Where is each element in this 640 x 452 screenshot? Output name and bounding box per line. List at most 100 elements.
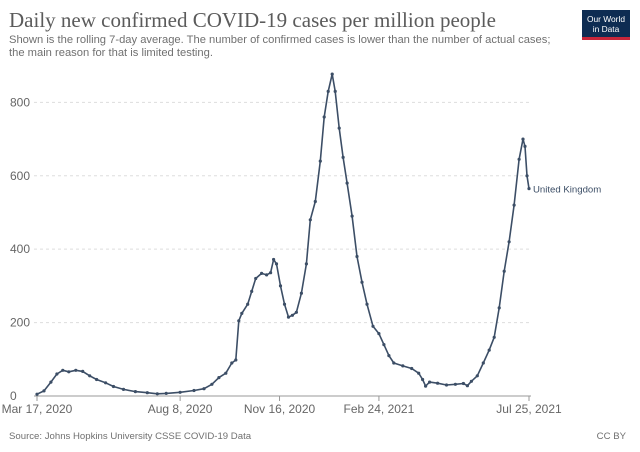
data-point[interactable] — [475, 374, 479, 378]
y-tick-labels: 0 200 400 600 800 — [10, 95, 30, 403]
data-point[interactable] — [377, 332, 381, 336]
data-point[interactable] — [299, 291, 303, 295]
data-point[interactable] — [240, 311, 244, 315]
data-point[interactable] — [121, 387, 126, 391]
data-point[interactable] — [512, 203, 516, 207]
data-point[interactable] — [436, 381, 440, 385]
data-point[interactable] — [525, 174, 529, 178]
data-point[interactable] — [341, 155, 345, 159]
data-point[interactable] — [382, 343, 386, 347]
data-point[interactable] — [497, 306, 501, 310]
series-layer: United Kingdom — [35, 72, 601, 396]
data-point[interactable] — [42, 389, 46, 393]
data-point[interactable] — [337, 126, 341, 130]
data-point[interactable] — [74, 368, 78, 372]
license-note[interactable]: CC BY — [596, 431, 626, 442]
data-point[interactable] — [164, 391, 168, 395]
data-point[interactable] — [322, 115, 326, 119]
y-tick-label: 200 — [10, 316, 30, 330]
x-tick-label: Feb 24, 2021 — [344, 402, 415, 416]
data-point[interactable] — [81, 369, 85, 373]
data-point[interactable] — [61, 368, 65, 372]
data-point[interactable] — [230, 361, 234, 365]
data-point[interactable] — [260, 271, 264, 275]
data-point[interactable] — [234, 358, 238, 362]
data-point[interactable] — [453, 382, 457, 386]
data-point[interactable] — [88, 374, 92, 378]
data-point[interactable] — [401, 364, 405, 368]
data-point[interactable] — [333, 89, 337, 93]
data-point[interactable] — [507, 240, 511, 244]
data-point[interactable] — [421, 377, 425, 382]
data-point[interactable] — [326, 89, 330, 93]
data-point[interactable] — [345, 181, 349, 185]
data-point[interactable] — [104, 381, 108, 385]
data-point[interactable] — [517, 157, 521, 161]
series-label[interactable]: United Kingdom — [533, 185, 601, 196]
data-point[interactable] — [313, 199, 317, 204]
data-point[interactable] — [308, 218, 312, 222]
data-point[interactable] — [304, 262, 308, 266]
data-point[interactable] — [461, 381, 465, 386]
data-point[interactable] — [55, 372, 59, 376]
data-point[interactable] — [410, 366, 414, 371]
data-point[interactable] — [246, 302, 250, 306]
data-point[interactable] — [274, 262, 279, 266]
data-point[interactable] — [523, 144, 527, 148]
data-point[interactable] — [67, 370, 71, 374]
data-point[interactable] — [492, 335, 496, 339]
data-point[interactable] — [424, 384, 428, 388]
data-point[interactable] — [330, 72, 334, 76]
data-point[interactable] — [371, 324, 375, 328]
data-point[interactable] — [360, 280, 364, 284]
data-point[interactable] — [202, 387, 206, 391]
data-point[interactable] — [278, 284, 283, 288]
data-point[interactable] — [272, 257, 276, 262]
data-point[interactable] — [417, 371, 421, 375]
data-point[interactable] — [178, 390, 182, 394]
y-tick-label: 800 — [10, 95, 30, 109]
source-note[interactable]: Source: Johns Hopkins University CSSE CO… — [9, 431, 252, 442]
data-point[interactable] — [133, 390, 137, 394]
data-point[interactable] — [286, 315, 291, 319]
data-point[interactable] — [210, 382, 214, 386]
data-point[interactable] — [444, 383, 449, 387]
data-point[interactable] — [49, 380, 53, 384]
data-point[interactable] — [145, 391, 149, 395]
data-point[interactable] — [481, 361, 485, 365]
data-point[interactable] — [502, 269, 506, 273]
owid-logo[interactable]: Our World in Data — [582, 10, 630, 40]
logo-line-1: Our World — [586, 14, 625, 24]
data-point[interactable] — [428, 380, 432, 384]
data-point[interactable] — [250, 289, 254, 293]
data-point[interactable] — [469, 379, 473, 383]
data-point[interactable] — [465, 384, 469, 388]
data-point[interactable] — [392, 361, 396, 365]
data-point[interactable] — [350, 214, 354, 218]
data-point[interactable] — [290, 313, 294, 317]
data-point[interactable] — [282, 302, 287, 306]
data-point[interactable] — [318, 159, 322, 163]
data-point[interactable] — [521, 137, 525, 141]
series-line[interactable] — [36, 73, 530, 395]
data-point[interactable] — [192, 388, 196, 393]
data-point[interactable] — [365, 302, 369, 306]
data-point[interactable] — [35, 392, 39, 396]
data-point[interactable] — [111, 384, 116, 389]
data-point[interactable] — [487, 348, 491, 352]
y-tick-label: 400 — [10, 242, 30, 256]
data-point[interactable] — [387, 354, 391, 358]
data-point[interactable] — [294, 310, 298, 314]
data-point[interactable] — [237, 319, 241, 323]
data-point[interactable] — [355, 254, 359, 259]
data-point[interactable] — [265, 273, 269, 277]
data-point[interactable] — [269, 271, 273, 275]
grid-lines — [34, 101, 531, 397]
data-point[interactable] — [254, 276, 258, 281]
data-point[interactable] — [155, 392, 159, 396]
data-point[interactable] — [527, 187, 531, 191]
data-point[interactable] — [217, 376, 221, 380]
data-point[interactable] — [224, 371, 228, 375]
data-point[interactable] — [95, 377, 99, 382]
logo-line-2: in Data — [592, 24, 620, 34]
